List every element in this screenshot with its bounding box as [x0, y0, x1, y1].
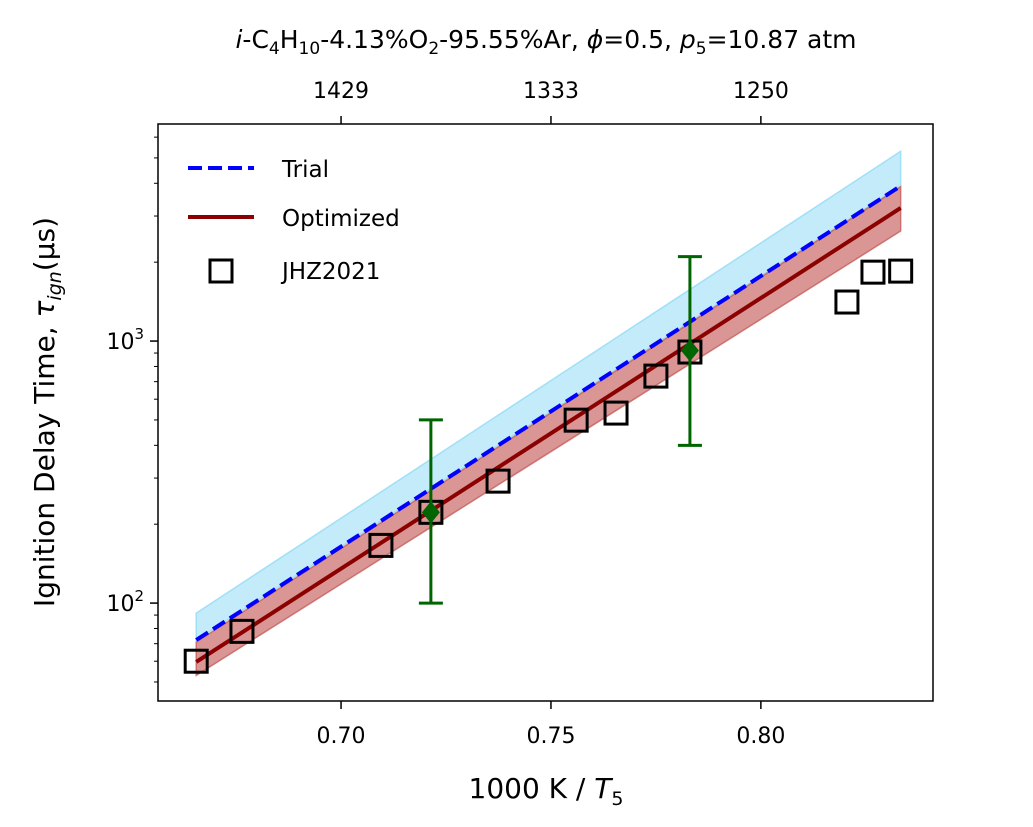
error-point-marker [680, 339, 699, 362]
data-point-jhz2021 [229, 618, 255, 644]
uncertainty-band-optimized [195, 185, 902, 677]
legend-optimized-label: Optimized [282, 206, 400, 232]
legend: Trial Optimized JHZ2021 [188, 157, 400, 285]
chart-title: i-C4H10-4.13%O2-95.55%Ar, ϕ=0.5, p5=10.8… [235, 25, 856, 59]
series-line-trial [195, 184, 902, 642]
data-point-jhz2021 [888, 258, 914, 284]
data-point-jhz2021 [563, 407, 589, 433]
error-point-marker [421, 501, 440, 524]
x-tick-label: 0.80 [736, 724, 785, 749]
top-x-tick-label: 1250 [733, 79, 789, 104]
top-x-tick-label: 1333 [523, 79, 579, 104]
series-line-optimized [195, 206, 902, 664]
y-tick-label: 103 [106, 325, 144, 355]
axes-frame [157, 123, 934, 702]
x-tick-label: 0.75 [526, 724, 575, 749]
x-tick-label: 0.70 [317, 724, 366, 749]
data-point-jhz2021 [834, 289, 860, 315]
data-point-jhz2021 [183, 648, 209, 674]
data-point-jhz2021 [603, 400, 629, 426]
legend-jhz2021-label: JHZ2021 [280, 259, 380, 285]
y-axis-label: Ignition Delay Time, τign(μs) [28, 217, 66, 607]
data-point-jhz2021 [485, 468, 511, 494]
data-point-jhz2021 [368, 532, 394, 558]
data-point-jhz2021 [643, 363, 669, 389]
top-x-tick-label: 1429 [313, 79, 369, 104]
legend-jhz2021-marker [208, 258, 234, 284]
data-point-jhz2021 [860, 259, 886, 285]
y-tick-label: 102 [106, 587, 144, 617]
legend-trial-label: Trial [281, 157, 329, 183]
x-axis-label: 1000 K / T5 [469, 772, 624, 810]
plot-area: 0.70 1429 0.75 1333 0.80 1250 102 103 [106, 79, 934, 749]
